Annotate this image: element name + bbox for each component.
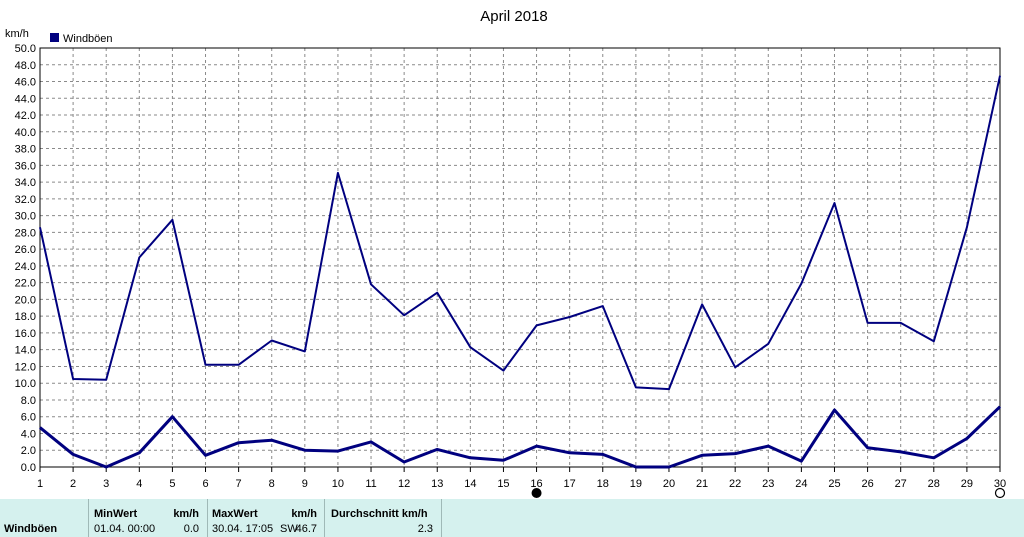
y-axis-unit: km/h bbox=[5, 28, 29, 40]
x-tick-label: 17 bbox=[564, 478, 576, 490]
min-unit: km/h bbox=[173, 508, 199, 520]
x-tick-label: 29 bbox=[961, 478, 973, 490]
y-tick-label: 38.0 bbox=[15, 144, 36, 156]
x-tick-label: 3 bbox=[103, 478, 109, 490]
x-tick-label: 12 bbox=[398, 478, 410, 490]
max-unit: km/h bbox=[291, 508, 317, 520]
x-tick-label: 16 bbox=[530, 478, 542, 490]
y-tick-label: 26.0 bbox=[15, 244, 36, 256]
y-tick-label: 24.0 bbox=[15, 261, 36, 273]
x-tick-label: 21 bbox=[696, 478, 708, 490]
x-tick-label: 10 bbox=[332, 478, 344, 490]
series-line-max bbox=[39, 75, 1001, 391]
y-tick-label: 0.0 bbox=[21, 462, 36, 474]
y-tick-label: 2.0 bbox=[21, 445, 36, 457]
stats-row-label: Windböen bbox=[4, 523, 58, 535]
x-tick-label: 24 bbox=[795, 478, 807, 490]
x-tick-label: 2 bbox=[70, 478, 76, 490]
y-tick-label: 16.0 bbox=[15, 328, 36, 340]
y-tick-label: 18.0 bbox=[15, 311, 36, 323]
x-tick-label: 4 bbox=[136, 478, 142, 490]
legend-swatch bbox=[50, 33, 59, 42]
legend-label: Windböen bbox=[63, 33, 113, 45]
max-value-cell: MaxWert km/h 30.04. 17:05 SW 46.7 bbox=[208, 499, 325, 537]
x-tick-label: 25 bbox=[828, 478, 840, 490]
average-cell: Durchschnitt km/h 2.3 bbox=[325, 499, 442, 537]
max-header: MaxWert bbox=[212, 508, 258, 520]
y-tick-label: 46.0 bbox=[15, 77, 36, 89]
x-tick-label: 9 bbox=[302, 478, 308, 490]
x-tick-label: 22 bbox=[729, 478, 741, 490]
min-value: 0.0 bbox=[183, 523, 199, 535]
x-tick-label: 8 bbox=[269, 478, 275, 490]
y-tick-label: 40.0 bbox=[15, 127, 36, 139]
max-direction: SW bbox=[280, 523, 298, 535]
open-circle-marker bbox=[994, 487, 1006, 499]
avg-value: 2.3 bbox=[417, 523, 433, 535]
x-tick-label: 5 bbox=[169, 478, 175, 490]
statistics-table: Windböen MinWert km/h 01.04. 00:00 0.0 M… bbox=[0, 499, 1024, 537]
y-tick-label: 12.0 bbox=[15, 361, 36, 373]
x-tick-label: 27 bbox=[895, 478, 907, 490]
avg-header: Durchschnitt km/h bbox=[331, 508, 428, 520]
min-header: MinWert bbox=[94, 508, 138, 520]
x-tick-label: 15 bbox=[497, 478, 509, 490]
x-tick-label: 19 bbox=[630, 478, 642, 490]
chart-title: April 2018 bbox=[480, 8, 548, 25]
y-tick-label: 42.0 bbox=[15, 110, 36, 122]
x-tick-label: 7 bbox=[236, 478, 242, 490]
max-date: 30.04. 17:05 bbox=[212, 523, 274, 535]
y-tick-label: 44.0 bbox=[15, 93, 36, 105]
stats-label-cell: Windböen bbox=[0, 499, 89, 537]
y-tick-label: 6.0 bbox=[21, 412, 36, 424]
series-line-avg bbox=[39, 405, 1002, 469]
chart: April 2018 km/h Windböen 0.0 2.0 4.0 6.0 8.0 10.… bbox=[5, 8, 1006, 499]
y-tick-label: 36.0 bbox=[15, 160, 36, 172]
x-tick-label: 1 bbox=[37, 478, 43, 490]
plot-frame bbox=[39, 47, 1001, 468]
x-tick-label: 28 bbox=[928, 478, 940, 490]
y-tick-label: 14.0 bbox=[15, 345, 36, 357]
y-tick-label: 20.0 bbox=[15, 294, 36, 306]
x-tick-label: 26 bbox=[861, 478, 873, 490]
min-value-cell: MinWert km/h 01.04. 00:00 0.0 bbox=[89, 499, 208, 537]
y-tick-label: 28.0 bbox=[15, 227, 36, 239]
y-tick-label: 32.0 bbox=[15, 194, 36, 206]
x-tick-label: 11 bbox=[365, 478, 376, 490]
y-tick-label: 48.0 bbox=[15, 60, 36, 72]
y-tick-label: 22.0 bbox=[15, 278, 36, 290]
y-tick-label: 30.0 bbox=[15, 211, 36, 223]
x-tick-label: 14 bbox=[464, 478, 476, 490]
y-tick-label: 10.0 bbox=[15, 378, 36, 390]
x-tick-label: 6 bbox=[202, 478, 208, 490]
y-tick-label: 34.0 bbox=[15, 177, 36, 189]
x-tick-label: 20 bbox=[663, 478, 675, 490]
y-tick-label: 4.0 bbox=[21, 428, 36, 440]
x-tick-label: 13 bbox=[431, 478, 443, 490]
y-tick-label: 8.0 bbox=[21, 395, 36, 407]
x-tick-label: 30 bbox=[994, 478, 1006, 490]
max-value: 46.7 bbox=[295, 523, 317, 535]
min-date: 01.04. 00:00 bbox=[94, 523, 156, 535]
x-tick-label: 18 bbox=[597, 478, 609, 490]
x-tick-label: 23 bbox=[762, 478, 774, 490]
y-tick-label: 50.0 bbox=[15, 43, 36, 55]
filled-circle-marker bbox=[531, 488, 542, 498]
